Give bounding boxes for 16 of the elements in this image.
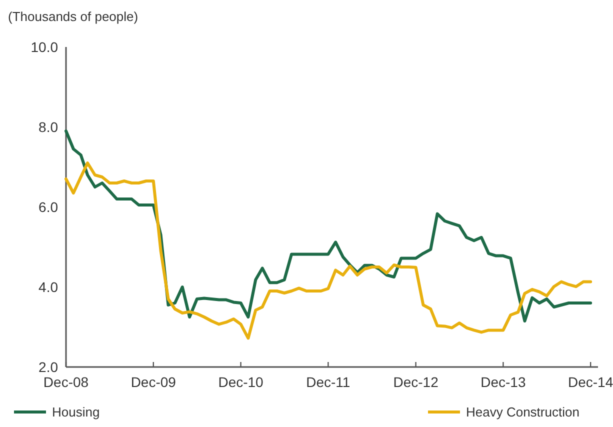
x-tick-label: Dec-12 [393,374,439,390]
x-tick-label: Dec-11 [306,374,350,390]
y-tick-label: 2.0 [38,358,58,375]
y-tick-label: 8.0 [38,118,58,135]
line-series [64,162,592,340]
y-axis-title: (Thousands of people) [8,9,138,24]
x-tick-label: Dec-14 [568,374,613,390]
legend-label: Heavy Construction [466,404,580,420]
x-tick-label: Dec-09 [130,374,176,390]
y-tick-label: 4.0 [38,278,58,295]
y-tick-label: 6.0 [38,198,58,215]
legend-label: Housing [52,404,100,420]
x-tick-label: Dec-13 [480,374,526,390]
x-tick-label: Dec-10 [218,374,264,390]
y-tick-label: 10.0 [30,38,58,55]
x-tick-label: Dec-08 [43,374,89,390]
